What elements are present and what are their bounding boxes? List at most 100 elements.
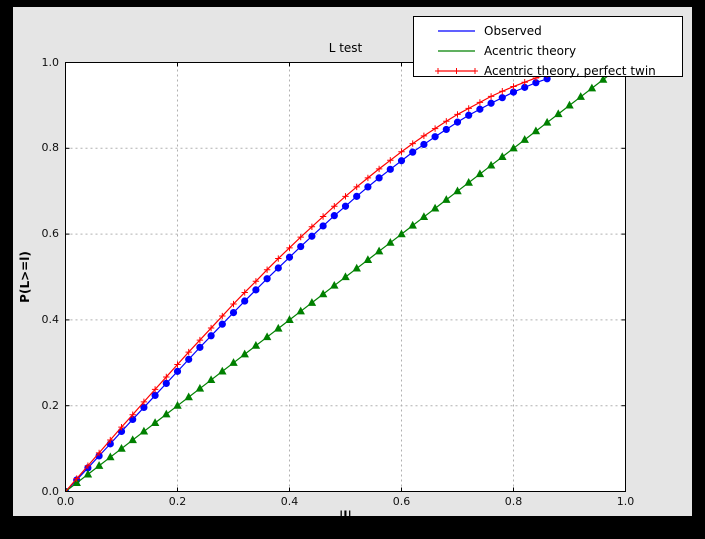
marker-triangle (262, 332, 272, 341)
legend-marker-plus (435, 68, 441, 74)
marker-triangle (587, 83, 597, 92)
marker-plus (73, 475, 80, 482)
marker-circle (487, 99, 495, 107)
marker-circle (397, 157, 406, 165)
marker-triangle (251, 341, 261, 349)
marker-triangle (576, 92, 585, 100)
marker-plus (375, 165, 383, 173)
marker-triangle (83, 469, 93, 478)
legend-item: Acentric theory (414, 41, 682, 61)
marker-triangle (330, 280, 339, 289)
marker-plus (510, 83, 517, 90)
marker-triangle (464, 177, 473, 186)
marker-plus (476, 99, 484, 106)
marker-circle (151, 391, 159, 400)
marker-triangle (296, 306, 305, 315)
marker-plus (207, 324, 215, 332)
marker-plus (465, 105, 472, 112)
marker-plus (387, 157, 394, 164)
marker-plus (118, 423, 125, 431)
marker-triangle (341, 272, 350, 281)
marker-triangle (475, 169, 485, 178)
marker-circle (409, 148, 417, 156)
marker-plus (420, 132, 428, 140)
marker-circle (353, 192, 361, 200)
marker-plus (364, 174, 372, 182)
marker-circle (476, 105, 484, 113)
legend-label: Acentric theory, perfect twin (484, 64, 656, 78)
marker-plus (84, 462, 92, 469)
marker-triangle (162, 409, 171, 418)
marker-triangle (542, 117, 552, 126)
marker-triangle (531, 126, 541, 135)
marker-plus (409, 140, 416, 147)
marker-triangle (106, 452, 115, 461)
y-tick-label: 0.0 (41, 484, 60, 498)
marker-triangle (72, 478, 81, 487)
marker-circle (364, 183, 372, 191)
x-tick-label: 0.4 (280, 495, 299, 508)
marker-plus (185, 348, 192, 356)
marker-plus (431, 125, 439, 132)
marker-plus (252, 278, 260, 285)
marker-triangle (430, 203, 440, 212)
marker-plus (353, 183, 360, 191)
marker-plus (454, 111, 461, 118)
marker-circle (218, 320, 226, 328)
marker-circle (252, 286, 260, 294)
marker-plus (107, 436, 114, 444)
marker-triangle (318, 289, 328, 298)
marker-plus (499, 88, 506, 95)
x-tick-label: 0.0 (56, 495, 75, 508)
x-tick-label: 0.8 (504, 495, 523, 508)
marker-plus (286, 244, 293, 252)
marker-triangle (598, 75, 608, 83)
legend: Observed Acentric theory Acentric theory, … (413, 16, 683, 78)
marker-triangle (274, 323, 283, 332)
marker-circle (509, 88, 518, 96)
marker-circle (241, 297, 249, 305)
marker-plus (241, 289, 248, 296)
marker-plus (308, 223, 316, 231)
marker-triangle (509, 143, 518, 152)
marker-triangle (363, 255, 373, 263)
x-tick-label: 1.0 (616, 495, 635, 508)
marker-circle (330, 212, 338, 220)
marker-circle (207, 332, 215, 340)
marker-circle (420, 140, 428, 149)
marker-plus (521, 79, 528, 86)
marker-circle (453, 118, 462, 126)
marker-plus (129, 411, 136, 418)
marker-triangle (240, 349, 249, 358)
y-tick-label: 0.2 (41, 398, 60, 412)
marker-triangle (520, 135, 529, 143)
legend-sample-line (438, 50, 475, 52)
marker-triangle (419, 212, 429, 221)
marker-circle (498, 94, 506, 102)
marker-plus (319, 213, 327, 220)
marker-circle (386, 165, 394, 173)
marker-circle (263, 275, 271, 283)
legend-sample-line (438, 30, 475, 32)
marker-triangle (554, 109, 563, 118)
plot-area (65, 62, 626, 492)
plot-title: L test (328, 41, 363, 55)
marker-plus (398, 148, 405, 155)
marker-plus (95, 449, 103, 457)
marker-circle (375, 174, 383, 182)
marker-plus (230, 300, 237, 308)
marker-circle (185, 355, 193, 363)
marker-triangle (117, 443, 126, 452)
marker-triangle (453, 186, 462, 195)
legend-sample-line (435, 68, 478, 74)
legend-item: Observed (414, 21, 682, 41)
marker-circle (285, 253, 294, 261)
marker-plus (275, 255, 282, 262)
marker-circle (196, 343, 204, 351)
marker-triangle (352, 263, 361, 272)
marker-triangle (150, 418, 160, 426)
marker-triangle (94, 461, 104, 469)
x-tick-label: 0.6 (392, 495, 411, 508)
legend-marker-plus (453, 68, 460, 74)
marker-circle (442, 125, 450, 134)
